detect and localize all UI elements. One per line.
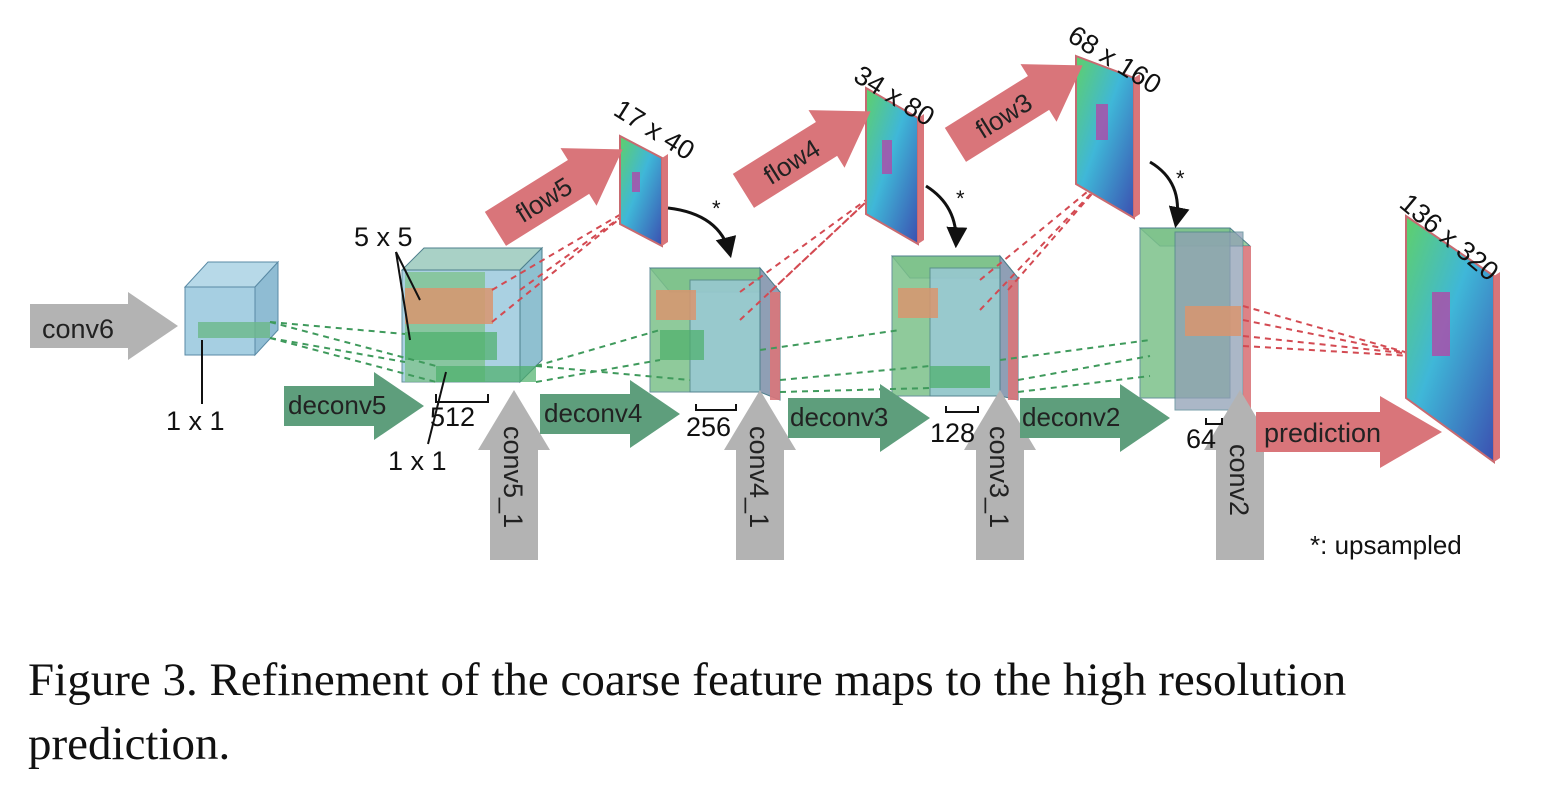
conv5_1-label: conv5_1: [498, 426, 528, 528]
figure-caption: Figure 3. Refinement of the coarse featu…: [28, 654, 1347, 770]
star-2: *: [956, 186, 965, 211]
channels-128: 128: [930, 418, 975, 448]
deconv5-label: deconv5: [288, 390, 386, 420]
flow5-arrow: flow5: [484, 148, 623, 246]
star-1: *: [712, 196, 721, 221]
conv6-arrow: conv6: [30, 292, 178, 360]
kernel-1x1-block5-leader: [427, 371, 447, 445]
conv4_1-arrow: conv4_1: [724, 390, 796, 560]
conv6-block: [183, 260, 280, 357]
channels-512: 512: [430, 402, 475, 432]
deconv4-arrow: deconv4: [540, 380, 680, 448]
flow4-arrow: flow4: [732, 110, 871, 208]
conv4_1-label: conv4_1: [744, 426, 774, 528]
conv3_1-arrow: conv3_1: [964, 390, 1036, 560]
conv2-label: conv2: [1224, 444, 1254, 516]
deconv3-arrow: deconv3: [788, 384, 930, 452]
deconv2-label: deconv2: [1022, 402, 1120, 432]
block-3: [890, 254, 1020, 401]
block-2: [1138, 227, 1252, 411]
star-3: *: [1176, 166, 1185, 191]
deconv2-arrow: deconv2: [1020, 384, 1170, 452]
flow-map-17x40: [619, 134, 668, 248]
deconv5-arrow: deconv5: [284, 372, 424, 440]
flow-map-34x80: [865, 86, 924, 246]
kernel-5x5-leaders: [395, 251, 421, 341]
kernel-5x5: 5 x 5: [354, 222, 413, 252]
prediction-arrow: prediction: [1256, 396, 1442, 468]
flow-map-136x320: [1405, 214, 1500, 464]
conv6-label: conv6: [42, 314, 114, 344]
block-4: [648, 266, 782, 401]
bracket-256: [695, 404, 737, 411]
conv5_1-arrow: conv5_1: [478, 390, 550, 560]
block-5: [400, 246, 544, 384]
red-dashed-connectors: [491, 177, 1413, 357]
legend-upsampled: *: upsampled: [1310, 530, 1462, 560]
green-dashed-connectors: [269, 321, 1151, 393]
bracket-64: [1205, 418, 1223, 425]
channels-256: 256: [686, 412, 731, 442]
kernel-1x1-block5: 1 x 1: [388, 446, 447, 476]
conv3_1-label: conv3_1: [984, 426, 1014, 528]
flow-map-68x160: [1075, 54, 1140, 220]
deconv3-label: deconv3: [790, 402, 888, 432]
kernel-1x1-conv6: 1 x 1: [166, 406, 225, 436]
deconv4-label: deconv4: [544, 398, 642, 428]
diagram-canvas: * * * conv6 conv5_1 conv4_1 conv3_1 conv…: [30, 20, 1504, 560]
channels-64: 64: [1186, 424, 1216, 454]
bracket-128: [945, 406, 979, 413]
bracket-512: [435, 394, 489, 403]
prediction-label: prediction: [1264, 418, 1381, 448]
upsample-arrows: [667, 160, 1190, 259]
